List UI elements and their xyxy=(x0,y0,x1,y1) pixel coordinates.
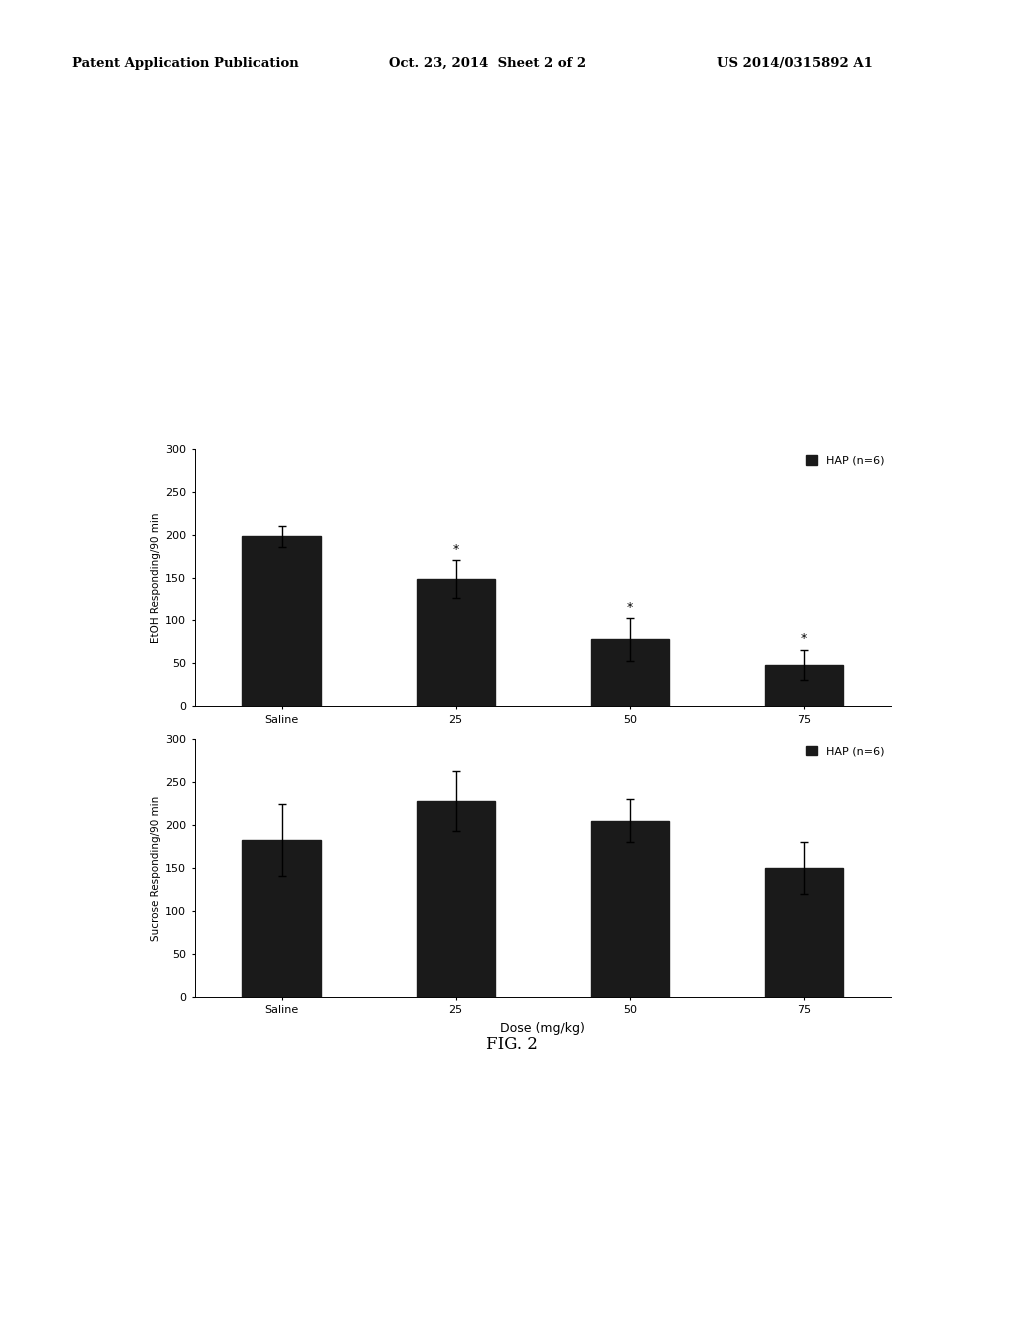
Bar xyxy=(591,639,669,706)
Text: *: * xyxy=(801,632,807,645)
Text: *: * xyxy=(453,543,459,556)
Bar xyxy=(765,869,843,997)
Bar xyxy=(417,579,495,706)
Bar xyxy=(591,821,669,997)
Text: Patent Application Publication: Patent Application Publication xyxy=(72,57,298,70)
Text: US 2014/0315892 A1: US 2014/0315892 A1 xyxy=(717,57,872,70)
Text: *: * xyxy=(627,601,633,614)
Bar xyxy=(765,665,843,706)
Bar xyxy=(417,801,495,997)
Legend: HAP (n=6): HAP (n=6) xyxy=(801,451,889,470)
Legend: HAP (n=6): HAP (n=6) xyxy=(801,742,889,760)
Y-axis label: EtOH Responding/90 min: EtOH Responding/90 min xyxy=(151,512,161,643)
Text: Oct. 23, 2014  Sheet 2 of 2: Oct. 23, 2014 Sheet 2 of 2 xyxy=(389,57,587,70)
Bar xyxy=(243,536,321,706)
Y-axis label: Sucrose Responding/90 min: Sucrose Responding/90 min xyxy=(151,795,161,941)
Text: FIG. 2: FIG. 2 xyxy=(486,1036,538,1053)
Bar xyxy=(243,840,321,997)
X-axis label: Dose (mg/kg): Dose (mg/kg) xyxy=(501,1022,585,1035)
